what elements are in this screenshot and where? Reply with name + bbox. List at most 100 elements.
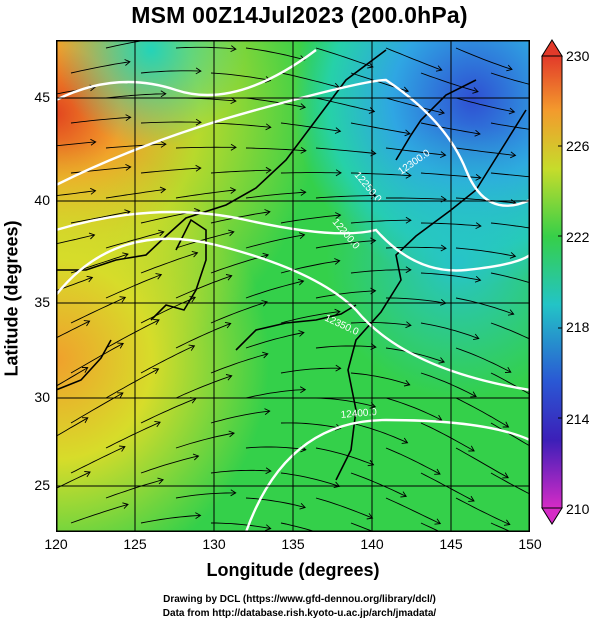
streamline — [56, 234, 95, 245]
streamline — [210, 122, 271, 128]
streamline — [315, 497, 373, 519]
streamline-arrowhead — [434, 518, 442, 525]
streamline — [245, 234, 305, 249]
x-axis-title: Longitude (degrees) — [206, 560, 380, 580]
streamline — [455, 447, 509, 479]
colorbar-tick-label: 218 — [566, 319, 590, 335]
streamline — [455, 247, 516, 257]
streamline-arrowhead — [335, 364, 342, 372]
streamline-arrowhead — [155, 273, 163, 280]
x-tick-label: 125 — [123, 536, 147, 552]
streamline — [490, 522, 513, 532]
streamline-arrowhead — [300, 189, 307, 196]
streamline — [280, 367, 341, 374]
streamline — [140, 121, 202, 124]
credit-data-source: Data from http://database.rish.kyoto-u.a… — [162, 608, 437, 619]
streamline-arrowhead — [297, 278, 305, 286]
streamline — [245, 389, 306, 399]
streamline — [245, 446, 306, 451]
streamline-arrowhead — [188, 344, 196, 351]
streamline-arrowhead — [261, 300, 268, 307]
streamline-arrowhead — [152, 368, 160, 375]
x-tick-label: 130 — [202, 536, 226, 552]
coastlines — [56, 49, 527, 481]
streamline — [175, 375, 232, 399]
colorbar-tick-label: 226 — [566, 138, 590, 154]
streamline-arrowhead — [440, 151, 447, 159]
streamline-arrowhead — [503, 519, 511, 526]
streamline — [385, 147, 446, 156]
streamline — [350, 322, 411, 326]
streamline-arrowhead — [475, 174, 482, 181]
streamline-arrowhead — [195, 512, 202, 519]
streamline — [56, 141, 96, 147]
streamline-arrowhead — [403, 380, 411, 387]
streamline-arrowhead — [438, 108, 445, 116]
streamline — [386, 197, 447, 200]
streamline-arrowhead — [265, 166, 272, 174]
streamline — [420, 422, 475, 452]
streamline-arrowhead — [83, 320, 91, 327]
streamline — [245, 191, 306, 199]
streamline-arrowhead — [230, 97, 237, 105]
x-tick-label: 120 — [44, 536, 68, 552]
streamline-arrowhead — [160, 90, 167, 98]
streamline-arrowhead — [367, 459, 375, 467]
streamline — [245, 497, 306, 508]
streamline — [350, 219, 411, 224]
colorbar-tick-label: 210 — [566, 501, 590, 517]
streamline — [245, 280, 304, 299]
colorbar-body — [541, 55, 563, 509]
streamline-arrowhead — [334, 423, 342, 431]
streamline — [455, 347, 512, 373]
streamline-arrowhead — [370, 192, 377, 199]
plot-frame — [56, 40, 530, 532]
streamline — [210, 469, 271, 474]
streamline-arrowhead — [225, 374, 233, 381]
colorbar-bottom-arrow — [541, 507, 563, 525]
streamline-arrowhead — [230, 489, 237, 497]
streamline — [386, 297, 446, 304]
streamline — [105, 368, 159, 399]
streamline — [210, 72, 271, 81]
streamline-arrowhead — [369, 402, 377, 409]
streamline — [105, 274, 162, 299]
streamline — [385, 47, 442, 71]
streamline — [315, 345, 376, 349]
streamline — [315, 290, 376, 299]
streamline — [70, 296, 126, 324]
streamline-arrowhead — [86, 275, 94, 283]
streamline-arrowhead — [264, 209, 271, 216]
streamline-arrowhead — [335, 212, 342, 219]
streamline — [56, 367, 88, 387]
y-tick-label: 30 — [34, 389, 50, 405]
streamline-arrowhead — [405, 171, 412, 179]
streamline — [455, 397, 509, 428]
streamline-arrowhead — [475, 222, 482, 230]
x-tick-label: 150 — [518, 536, 542, 552]
contour-label: 12400.0 — [340, 407, 377, 421]
streamline-arrowhead — [195, 67, 202, 75]
streamline-arrowhead — [88, 232, 96, 240]
streamline — [210, 410, 270, 424]
streamline-arrowhead — [334, 127, 342, 134]
streamline — [175, 46, 236, 50]
y-tick-label: 25 — [34, 477, 50, 493]
streamline — [140, 345, 195, 374]
streamline — [420, 72, 479, 93]
streamline — [105, 93, 166, 99]
streamline — [420, 322, 479, 340]
streamline — [56, 417, 89, 437]
streamline-arrowhead — [195, 118, 202, 126]
streamline — [280, 72, 340, 88]
streamline-arrowhead — [438, 357, 446, 364]
chart-title: MSM 00Z14Jul2023 (200.0hPa) — [131, 2, 468, 28]
streamline — [175, 432, 235, 449]
streamline — [490, 322, 530, 340]
streamline-arrowhead — [502, 421, 510, 428]
streamline — [245, 97, 306, 108]
x-tick-label: 135 — [281, 536, 305, 552]
map-plot: 12300.0 12250.0 12200.0 12350.0 12400.0 — [56, 40, 530, 532]
streamline — [56, 471, 91, 489]
streamline-arrowhead — [159, 186, 167, 194]
